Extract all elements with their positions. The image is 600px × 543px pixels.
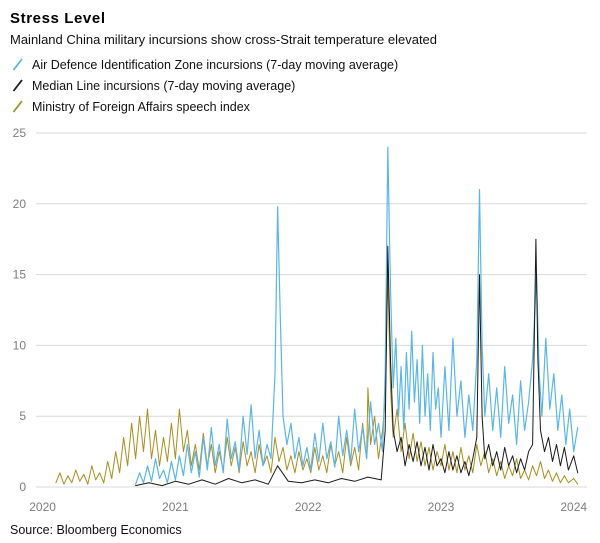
chart-subtitle: Mainland China military incursions show … — [10, 32, 438, 47]
line-chart: 0 5 10 15 20 25 2020 2021 2022 2023 2024 — [13, 126, 588, 514]
svg-text:2022: 2022 — [295, 500, 322, 514]
svg-text:2024: 2024 — [560, 500, 587, 514]
svg-text:0: 0 — [19, 480, 26, 494]
svg-text:2021: 2021 — [162, 500, 189, 514]
line-series-icon — [12, 57, 24, 72]
legend-label: Air Defence Identification Zone incursio… — [32, 57, 399, 72]
source-text: Source: Bloomberg Economics — [10, 523, 182, 537]
legend-item-mofa: Ministry of Foreign Affairs speech index — [12, 96, 588, 117]
chart-header: Stress Level Mainland China military inc… — [0, 0, 600, 47]
page-title: Stress Level — [10, 10, 106, 27]
line-series-icon — [12, 78, 24, 93]
svg-text:15: 15 — [13, 268, 27, 282]
svg-text:2020: 2020 — [29, 500, 56, 514]
svg-text:2023: 2023 — [428, 500, 455, 514]
svg-text:25: 25 — [13, 126, 27, 140]
line-series-icon — [12, 99, 24, 114]
legend: Air Defence Identification Zone incursio… — [0, 47, 600, 117]
svg-text:20: 20 — [13, 197, 27, 211]
legend-label: Ministry of Foreign Affairs speech index — [32, 99, 250, 114]
legend-item-adiz: Air Defence Identification Zone incursio… — [12, 54, 588, 75]
svg-text:5: 5 — [19, 409, 26, 423]
svg-text:10: 10 — [13, 338, 27, 352]
legend-item-median-line: Median Line incursions (7-day moving ave… — [12, 75, 588, 96]
legend-label: Median Line incursions (7-day moving ave… — [32, 78, 296, 93]
